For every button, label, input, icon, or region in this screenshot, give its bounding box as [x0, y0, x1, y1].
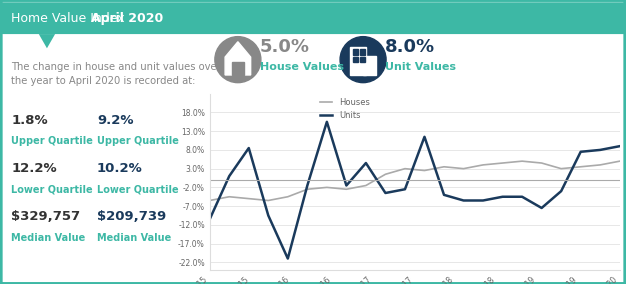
- Text: Median Value: Median Value: [11, 233, 86, 243]
- Text: Median Value: Median Value: [97, 233, 172, 243]
- Text: House Values: House Values: [260, 62, 344, 72]
- Houses: [245, 197, 252, 200]
- Units: [421, 135, 428, 139]
- Units: [304, 184, 311, 187]
- Units: [440, 193, 448, 197]
- Polygon shape: [360, 49, 364, 55]
- Text: 12.2%: 12.2%: [11, 162, 57, 175]
- Units: [206, 218, 213, 221]
- Units: [342, 184, 350, 187]
- Houses: [518, 159, 526, 163]
- Polygon shape: [351, 47, 366, 75]
- Units: [225, 174, 233, 178]
- Houses: [577, 165, 585, 168]
- Houses: [342, 187, 350, 191]
- Text: 8.0%: 8.0%: [385, 38, 435, 56]
- Units: [597, 148, 604, 152]
- Text: 10.2%: 10.2%: [97, 162, 143, 175]
- Units: [538, 206, 545, 210]
- Houses: [323, 186, 331, 189]
- Houses: [459, 167, 467, 170]
- Houses: [421, 169, 428, 172]
- Polygon shape: [353, 57, 358, 62]
- Units: [284, 257, 292, 260]
- Units: [577, 150, 585, 153]
- Text: Lower Quartile: Lower Quartile: [11, 185, 93, 195]
- Houses: [265, 199, 272, 202]
- Units: [518, 195, 526, 199]
- Houses: [616, 159, 623, 163]
- Text: April 2020: April 2020: [91, 12, 163, 25]
- Text: Lower Quartile: Lower Quartile: [97, 185, 178, 195]
- Houses: [206, 199, 213, 202]
- Houses: [499, 161, 506, 165]
- Houses: [538, 161, 545, 165]
- Text: Unit Values: Unit Values: [385, 62, 456, 72]
- Text: Upper Quartile: Upper Quartile: [97, 136, 179, 146]
- Houses: [597, 163, 604, 167]
- Units: [459, 199, 467, 202]
- Text: $209,739: $209,739: [97, 210, 167, 223]
- Polygon shape: [360, 57, 364, 62]
- Polygon shape: [225, 42, 250, 75]
- Units: [557, 189, 565, 193]
- Text: 1.8%: 1.8%: [11, 114, 48, 127]
- Polygon shape: [363, 56, 376, 75]
- Houses: [284, 195, 292, 199]
- Units: [362, 161, 370, 165]
- Houses: [382, 173, 389, 176]
- Units: [265, 214, 272, 217]
- Units: [323, 120, 331, 124]
- Units: [401, 187, 409, 191]
- Houses: [401, 167, 409, 170]
- Houses: [362, 184, 370, 187]
- Text: 5.0%: 5.0%: [260, 38, 310, 56]
- Legend: Houses, Units: Houses, Units: [316, 94, 373, 123]
- Polygon shape: [353, 49, 358, 55]
- Text: The change in house and unit values over
the year to April 2020 is recorded at:: The change in house and unit values over…: [11, 62, 221, 87]
- Units: [616, 145, 623, 148]
- Houses: [480, 163, 487, 167]
- Text: 9.2%: 9.2%: [97, 114, 133, 127]
- Units: [480, 199, 487, 202]
- Text: Home Value Index: Home Value Index: [11, 12, 129, 25]
- Text: Upper Quartile: Upper Quartile: [11, 136, 93, 146]
- Line: Houses: Houses: [210, 161, 620, 201]
- Polygon shape: [232, 62, 244, 75]
- Units: [382, 191, 389, 195]
- Houses: [440, 165, 448, 168]
- Circle shape: [215, 37, 261, 83]
- Houses: [557, 167, 565, 170]
- Units: [499, 195, 506, 199]
- Units: [245, 146, 252, 150]
- Line: Units: Units: [210, 122, 620, 258]
- Text: $329,757: $329,757: [11, 210, 80, 223]
- Houses: [304, 187, 311, 191]
- Circle shape: [340, 37, 386, 83]
- Houses: [225, 195, 233, 199]
